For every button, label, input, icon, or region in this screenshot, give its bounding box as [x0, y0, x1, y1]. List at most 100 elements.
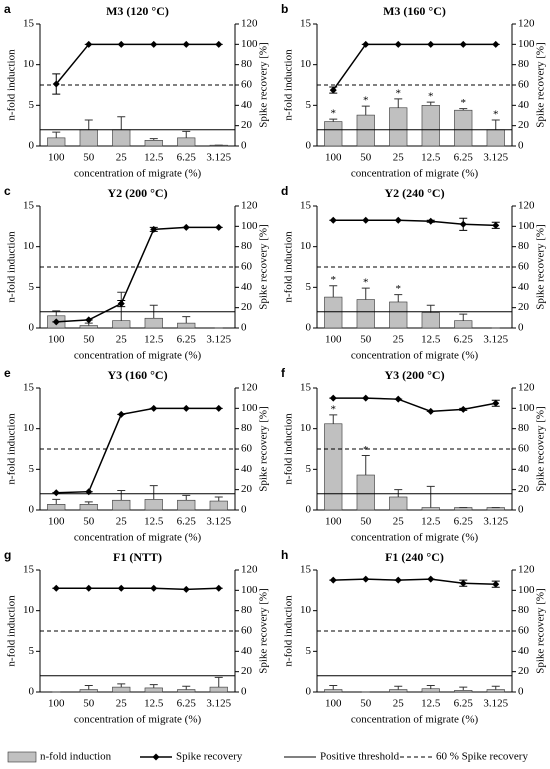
recovery-marker [427, 575, 435, 583]
x-tick-label: 12.5 [144, 516, 164, 528]
y-tick-label: 5 [29, 645, 35, 657]
y-tick-label: 10 [23, 604, 35, 616]
recovery-marker [492, 221, 500, 229]
y2-tick-label: 120 [518, 564, 535, 576]
x-tick-label: 3.125 [483, 334, 508, 346]
y-tick-label: 5 [29, 99, 35, 111]
bar [454, 109, 473, 147]
significance-label: * [363, 95, 369, 107]
x-tick-label: 12.5 [144, 334, 164, 346]
y2-axis-title: Spike recovery [%] [258, 224, 270, 310]
bar [356, 299, 375, 329]
recovery-marker [52, 489, 60, 497]
x-tick-label: 25 [393, 334, 405, 346]
y2-tick-label: 100 [518, 38, 535, 50]
y2-tick-label: 120 [518, 382, 535, 394]
x-tick-label: 25 [393, 698, 405, 710]
error-bar [329, 285, 338, 298]
x-tick-label: 6.25 [454, 152, 474, 164]
x-tick-label: 100 [48, 334, 65, 346]
x-tick-label: 50 [83, 152, 95, 164]
bar [209, 686, 228, 693]
error-bar [426, 485, 435, 508]
error-bar [361, 455, 370, 476]
y2-tick-label: 20 [241, 119, 253, 131]
x-tick-label: 6.25 [454, 698, 474, 710]
bar [79, 325, 98, 329]
y2-tick-label: 80 [518, 58, 530, 70]
y-tick-label: 10 [300, 240, 312, 252]
significance-label: * [396, 283, 402, 295]
y2-tick-label: 0 [518, 322, 524, 334]
recovery-marker [394, 395, 402, 403]
y2-tick-label: 120 [518, 18, 535, 30]
x-tick-label: 100 [325, 516, 342, 528]
panel-title: Y3 (200 °C) [384, 368, 444, 382]
y2-tick-label: 120 [241, 18, 258, 30]
x-tick-label: 100 [325, 152, 342, 164]
x-tick-label: 50 [360, 152, 372, 164]
y2-tick-label: 0 [241, 686, 247, 698]
recovery-marker [85, 316, 93, 324]
panel-letter: h [281, 548, 288, 562]
bar [389, 107, 408, 147]
x-tick-label: 3.125 [206, 334, 231, 346]
y-tick-label: 5 [306, 281, 312, 293]
recovery-line [332, 43, 496, 91]
y2-tick-label: 20 [518, 665, 530, 677]
bar [177, 322, 196, 329]
y-axis-title: n-fold induction [6, 595, 18, 667]
recovery-marker [150, 404, 158, 412]
error-bar [491, 119, 500, 130]
significance-label: * [363, 277, 369, 289]
y2-tick-label: 40 [241, 281, 253, 293]
y2-tick-label: 60 [518, 443, 530, 455]
recovery-marker [427, 407, 435, 415]
recovery-marker [52, 80, 60, 88]
bar [79, 129, 98, 147]
x-axis-title: concentration of migrate (%) [74, 532, 202, 544]
recovery-marker [394, 216, 402, 224]
recovery-marker [117, 40, 125, 48]
significance-label: * [363, 444, 369, 456]
y2-tick-label: 60 [241, 443, 253, 455]
y2-tick-label: 0 [518, 504, 524, 516]
panel-letter: g [4, 548, 11, 562]
recovery-marker [52, 318, 60, 326]
x-tick-label: 25 [116, 334, 128, 346]
x-tick-label: 100 [48, 698, 65, 710]
x-axis-title: concentration of migrate (%) [351, 714, 479, 726]
bar [144, 499, 163, 511]
recovery-marker [52, 584, 60, 592]
significance-label: * [331, 274, 337, 286]
y2-tick-label: 100 [241, 584, 258, 596]
error-bar [149, 138, 158, 141]
y2-tick-label: 0 [241, 504, 247, 516]
y-tick-label: 15 [300, 382, 312, 394]
legend-label: Positive threshold [320, 751, 400, 763]
error-bar [84, 501, 93, 505]
y2-tick-label: 80 [241, 604, 253, 616]
y2-tick-label: 100 [241, 220, 258, 232]
x-tick-label: 25 [116, 698, 128, 710]
legend-swatch [7, 751, 37, 763]
y2-tick-label: 40 [241, 99, 253, 111]
y2-axis-title: Spike recovery [%] [535, 588, 547, 674]
y2-axis-title: Spike recovery [%] [535, 224, 547, 310]
y-axis-title: n-fold induction [6, 49, 18, 121]
recovery-line [56, 587, 219, 591]
significance-label: * [331, 403, 337, 415]
recovery-marker [182, 40, 190, 48]
x-tick-label: 3.125 [206, 516, 231, 528]
x-tick-label: 6.25 [177, 698, 197, 710]
legend-label: 60 % Spike recovery [436, 751, 528, 763]
bar [112, 320, 131, 329]
x-tick-label: 3.125 [483, 516, 508, 528]
bar [324, 423, 343, 511]
y2-tick-label: 0 [241, 322, 247, 334]
error-bar [117, 489, 126, 501]
y2-tick-label: 100 [518, 584, 535, 596]
y-tick-label: 10 [23, 240, 35, 252]
x-axis-title: concentration of migrate (%) [351, 168, 479, 180]
